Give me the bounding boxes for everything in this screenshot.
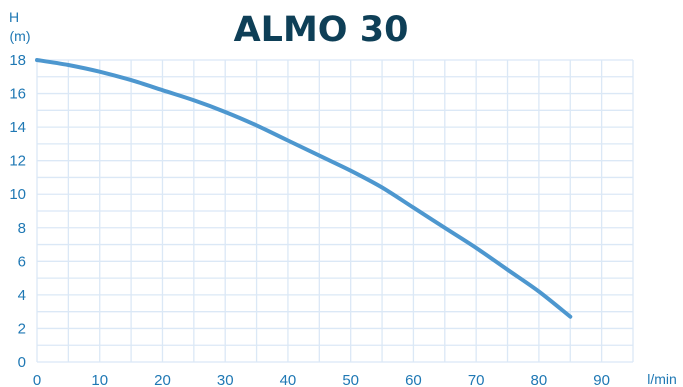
x-tick-label: 90 [593, 372, 610, 387]
x-tick-label: 10 [91, 372, 108, 387]
chart-title: ALMO 30 [234, 10, 409, 50]
y-tick-label: 4 [18, 287, 26, 304]
y-tick-label: 12 [9, 153, 26, 170]
series-group [35, 58, 573, 319]
x-axis-label: l/min [647, 371, 677, 387]
y-tick-label: 0 [18, 354, 26, 371]
y-tick-label: 16 [9, 86, 26, 103]
x-tick-label: 40 [280, 372, 297, 387]
x-tick-label: 70 [468, 372, 485, 387]
y-tick-label: 14 [9, 119, 26, 136]
pump-curve-line [35, 58, 573, 319]
y-tick-label: 8 [18, 220, 26, 237]
y-tick-label: 18 [9, 52, 26, 69]
x-axis-ticks: 0 10 20 30 40 50 60 70 80 90 [33, 372, 610, 387]
x-tick-label: 0 [33, 372, 41, 387]
x-tick-label: 30 [217, 372, 234, 387]
y-tick-label: 10 [9, 186, 26, 203]
x-tick-label: 20 [154, 372, 171, 387]
y-axis-unit-label: (m) [10, 28, 31, 44]
y-tick-label: 2 [18, 320, 26, 337]
y-axis-ticks: 0 2 4 6 8 10 12 14 16 18 [9, 52, 26, 371]
x-tick-label: 50 [342, 372, 359, 387]
y-axis-label: H [9, 9, 19, 25]
x-tick-label: 80 [531, 372, 548, 387]
x-tick-label: 60 [405, 372, 422, 387]
y-tick-label: 6 [18, 253, 26, 270]
grid [36, 59, 634, 363]
